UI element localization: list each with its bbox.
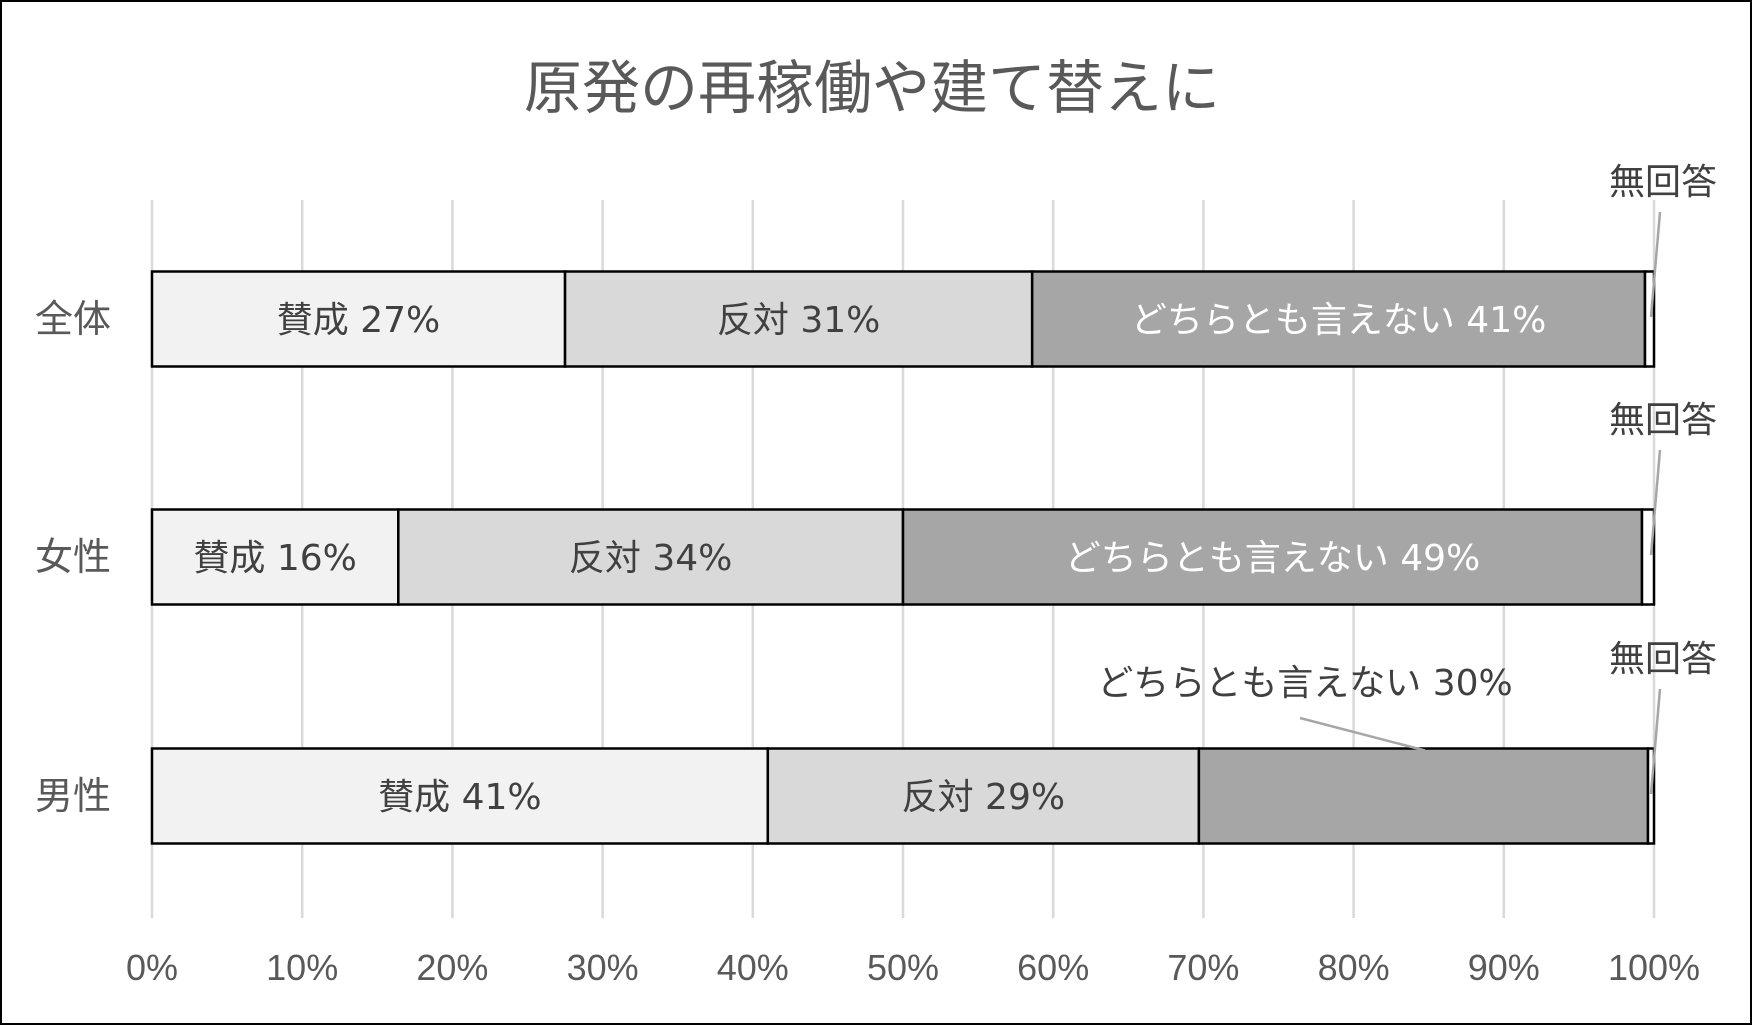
category-label: 全体 — [35, 297, 111, 341]
data-label: 無回答 — [1609, 400, 1717, 441]
data-label: 反対 34% — [569, 538, 732, 579]
x-tick-label: 40% — [717, 947, 789, 988]
x-tick-label: 60% — [1017, 947, 1089, 988]
data-label: 反対 29% — [902, 777, 1065, 818]
data-label: 無回答 — [1609, 639, 1717, 680]
leader-line — [1299, 716, 1426, 752]
bar-segment — [1646, 747, 1656, 845]
data-label: 賛成 16% — [193, 538, 356, 579]
data-label: 無回答 — [1609, 162, 1717, 203]
data-label: どちらとも言えない 41% — [1131, 300, 1546, 341]
category-label: 男性 — [35, 774, 111, 818]
data-label: どちらとも言えない 30% — [1097, 663, 1512, 704]
leader-line — [1649, 211, 1662, 318]
data-label: 賛成 27% — [277, 300, 440, 341]
bar-segment — [901, 508, 1644, 606]
bar-segment — [1197, 747, 1650, 845]
category-label: 女性 — [35, 535, 111, 579]
x-tick-label: 90% — [1468, 947, 1540, 988]
leader-line — [1649, 449, 1662, 556]
bar-segment — [1030, 270, 1647, 368]
chart-title: 原発の再稼働や建て替えに — [524, 54, 1220, 122]
bar-segment — [150, 270, 567, 368]
x-tick-label: 30% — [567, 947, 639, 988]
bars — [150, 270, 1656, 845]
x-tick-label: 10% — [266, 947, 338, 988]
x-tick-label: 70% — [1167, 947, 1239, 988]
bar-segment — [1643, 270, 1656, 368]
x-axis-ticks: 0% 10% 20% 30% 40% 50% 60% 70% 80% 90% 100% — [126, 947, 1700, 988]
x-tick-label: 50% — [867, 947, 939, 988]
x-tick-label: 100% — [1608, 947, 1700, 988]
x-tick-label: 0% — [126, 947, 178, 988]
data-label: 反対 31% — [717, 300, 880, 341]
bar-segment — [1640, 508, 1656, 606]
x-tick-label: 20% — [416, 947, 488, 988]
data-label: どちらとも言えない 49% — [1065, 538, 1480, 579]
x-tick-label: 80% — [1318, 947, 1390, 988]
leader-line — [1649, 688, 1662, 795]
data-label: 賛成 41% — [378, 777, 541, 818]
bar-segment — [766, 747, 1201, 845]
